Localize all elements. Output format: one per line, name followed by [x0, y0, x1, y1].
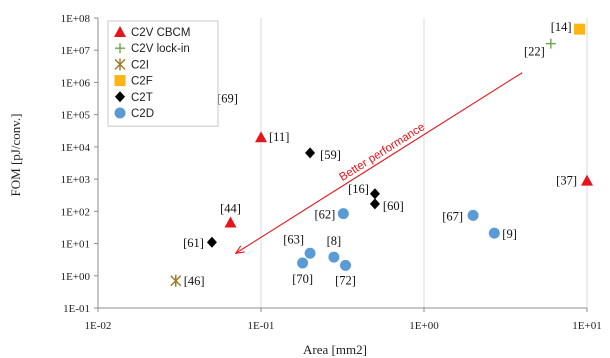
legend-item-c2v-cbcm: C2V CBCM [114, 26, 190, 39]
legend-label: C2T [131, 92, 153, 104]
legend-label: C2F [131, 76, 153, 88]
point-c2d [467, 209, 479, 221]
y-tick-label: 1E+04 [61, 142, 91, 154]
point-label: [16] [348, 182, 369, 196]
axes: 1E-01 1E+00 1E+01 1E+02 1E+03 1E+04 1E+05 1E+06… [61, 13, 602, 332]
point-label: [8] [327, 234, 342, 248]
legend-item-c2f: C2F [114, 75, 153, 88]
y-tick-label: 1E+07 [61, 45, 91, 57]
point-c2d [340, 259, 352, 271]
legend-marker-c2v-cbcm [114, 26, 126, 37]
x-tick-label: 1E-01 [248, 320, 275, 332]
point-label: [46] [184, 274, 205, 288]
point-label: [44] [220, 202, 241, 216]
legend-box [107, 20, 219, 127]
point-label: [11] [269, 130, 289, 144]
point-c2t [369, 188, 380, 200]
x-tick-label: 1E+00 [409, 320, 439, 332]
point-c2d [328, 251, 340, 263]
point-c2v-lock-in [545, 38, 556, 49]
x-axis-title: Area [mm2] [303, 342, 367, 357]
point-label: [61] [183, 236, 204, 250]
legend-label: C2V lock-in [131, 43, 190, 55]
point-label: [22] [524, 45, 545, 59]
point-label: [62] [315, 208, 336, 222]
point-c2d [337, 208, 349, 220]
point-label: [69] [217, 91, 238, 105]
point-label: [67] [442, 209, 463, 223]
point-c2v-cbcm [255, 131, 267, 143]
grid-lines [260, 18, 588, 308]
arrow-annotation: Better performance [234, 72, 523, 254]
arrow-head [234, 245, 245, 254]
point-label: [37] [556, 174, 577, 188]
legend-item-c2t: C2T [115, 91, 153, 104]
point-label: [63] [283, 232, 304, 246]
y-tick-label: 1E+03 [61, 174, 91, 186]
point-label: [14] [551, 20, 572, 34]
legend-marker-c2f [114, 75, 126, 87]
point-c2t [305, 147, 316, 159]
y-tick-label: 1E+08 [61, 13, 91, 25]
y-tick-label: 1E+02 [61, 206, 90, 218]
annotation-text: Better performance [338, 121, 428, 184]
point-label: [59] [320, 148, 341, 162]
legend: C2V CBCM C2V lock-in C2I C2F C2T C2D [107, 20, 219, 127]
point-c2d [297, 257, 309, 269]
point-c2t [369, 198, 380, 210]
legend-item-c2v-lock-in: C2V lock-in [115, 43, 190, 55]
legend-label: C2I [131, 59, 149, 71]
data-points [170, 23, 593, 287]
y-tick-label: 1E+06 [61, 77, 91, 89]
point-label: [60] [383, 199, 404, 213]
legend-label: C2D [131, 108, 154, 120]
point-label: [72] [335, 273, 356, 287]
point-c2v-cbcm [224, 216, 237, 228]
x-tick-label: 1E-02 [85, 320, 112, 332]
legend-marker-c2t [115, 91, 125, 103]
y-tick-label: 1E+00 [61, 271, 91, 283]
legend-label: C2V CBCM [131, 27, 190, 39]
point-c2d [488, 227, 500, 239]
y-tick-label: 1E-01 [63, 303, 90, 315]
point-labels: [11] [44] [37] [22] [46] [14] [59] [16] [60] [61]… [183, 20, 577, 288]
point-c2v-cbcm [581, 174, 593, 186]
point-c2i [170, 274, 182, 287]
arrow-line [235, 72, 523, 254]
point-c2f [574, 23, 586, 35]
y-axis-title: FOM [pJ/conv.] [8, 114, 23, 197]
point-c2t [206, 236, 217, 248]
point-c2d [304, 247, 316, 259]
y-tick-label: 1E+01 [61, 239, 90, 251]
legend-item-c2d: C2D [114, 107, 154, 120]
y-tick-label: 1E+05 [61, 110, 91, 122]
x-tick-label: 1E+01 [572, 320, 601, 332]
point-label: [70] [292, 272, 313, 286]
legend-item-c2i: C2I [114, 58, 149, 71]
legend-marker-c2d [114, 107, 126, 119]
legend-marker-c2v-lock-in [115, 43, 125, 54]
point-label: [9] [502, 227, 517, 241]
legend-marker-c2i [114, 58, 126, 71]
